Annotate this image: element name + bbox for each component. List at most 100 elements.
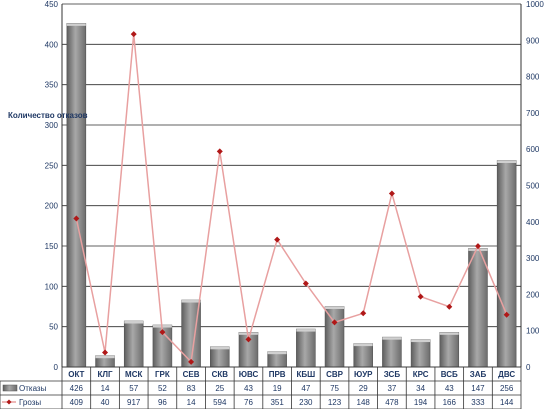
axes: 0 50 100 150 200 250 300 350 400 450 0 100 200 300 400… <box>45 0 545 372</box>
x-tick-label: СКВ <box>212 370 229 379</box>
marker-ЮВС <box>245 336 252 343</box>
y-tick-label: 0 <box>54 363 59 372</box>
x-tick-label: СВР <box>326 370 344 379</box>
table-value-bar: 19 <box>273 384 282 393</box>
table-value-bar: 83 <box>187 384 196 393</box>
table-value-line: 144 <box>500 398 514 407</box>
x-tick-label: ВСБ <box>441 370 458 379</box>
bar-top-highlight <box>296 329 316 332</box>
bar-top-highlight <box>411 339 431 343</box>
y-tick-label: 250 <box>45 161 59 170</box>
table-value-line: 123 <box>328 398 342 407</box>
table-value-bar: 75 <box>330 384 339 393</box>
bar-top-highlight <box>497 160 517 163</box>
line-Грозы <box>75 34 508 364</box>
marker-ДВС <box>503 311 510 318</box>
table-value-line: 148 <box>357 398 371 407</box>
marker-ГРК <box>159 329 166 336</box>
bar-КРС <box>410 339 431 368</box>
y2-tick-label: 200 <box>526 290 540 299</box>
x-tick-label: ЮВС <box>239 370 259 379</box>
y-axis-label: Количество отказов <box>8 111 88 120</box>
x-tick-label: ЮУР <box>354 370 373 379</box>
marker-КБШ <box>302 280 309 287</box>
bar-top-highlight <box>239 332 258 335</box>
table-value-line: 409 <box>70 398 84 407</box>
y-tick-label: 350 <box>45 81 59 90</box>
bar-top-highlight <box>353 343 373 347</box>
bar-top-highlight <box>66 23 86 26</box>
marker-ВСБ <box>446 303 453 310</box>
legend-key-bar <box>2 384 18 392</box>
x-tick-label: КЛГ <box>98 370 113 379</box>
marker-ПРВ <box>274 236 281 243</box>
table-value-line: 351 <box>270 398 284 407</box>
table-value-line: 96 <box>158 398 167 407</box>
line-series <box>73 31 510 365</box>
data-table: ОКТ КЛГ МСК ГРК СЕВ СКВ ЮВС ПРВ КБШ СВР ЮУР ЗСБ КРС В… <box>0 366 522 409</box>
table-value-bar: 43 <box>445 384 454 393</box>
x-tick-label: ЗАБ <box>470 370 487 379</box>
table-value-bar: 43 <box>244 384 253 393</box>
legend-label: Отказы <box>19 384 47 393</box>
x-tick-label: ЗСБ <box>384 370 401 379</box>
y2-tick-label: 400 <box>526 218 540 227</box>
table-value-line: 594 <box>213 398 227 407</box>
legend-label: Грозы <box>19 398 41 407</box>
bar-top-highlight <box>325 306 344 309</box>
y2-tick-label: 100 <box>526 327 540 336</box>
marker-КРС <box>417 293 424 300</box>
table-value-bar: 52 <box>158 384 167 393</box>
table-value-line: 14 <box>187 398 196 407</box>
y-tick-label: 100 <box>45 282 59 291</box>
y-tick-label: 400 <box>45 40 59 49</box>
marker-ЮУР <box>360 310 367 317</box>
marker-СЕВ <box>188 358 195 365</box>
table-value-line: 40 <box>101 398 110 407</box>
y2-tick-label: 300 <box>526 254 540 263</box>
bar-top-highlight <box>124 321 144 324</box>
y-tick-label: 200 <box>45 202 59 211</box>
table-value-bar: 57 <box>129 384 138 393</box>
table-value-bar: 34 <box>416 384 425 393</box>
table-value-bar: 25 <box>215 384 224 393</box>
y2-tick-label: 700 <box>526 109 540 118</box>
table-value-line: 166 <box>443 398 457 407</box>
bar-top-highlight <box>267 351 287 355</box>
y2-tick-label: 800 <box>526 73 540 82</box>
table-value-bar: 147 <box>471 384 485 393</box>
bar-top-highlight <box>210 346 230 350</box>
x-tick-label: ДВС <box>498 370 515 379</box>
x-tick-label: СЕВ <box>183 370 200 379</box>
x-tick-label: ПРВ <box>269 370 286 379</box>
x-tick-label: ГРК <box>155 370 170 379</box>
y2-tick-label: 1000 <box>526 0 544 9</box>
bar-ВСБ <box>439 332 460 368</box>
bar-ЮУР <box>353 343 373 368</box>
table-value-bar: 14 <box>101 384 110 393</box>
y2-tick-label: 0 <box>526 363 531 372</box>
y-tick-label: 300 <box>45 121 59 130</box>
table-value-line: 333 <box>471 398 485 407</box>
bar-МСК <box>123 320 144 368</box>
y-tick-label: 150 <box>45 242 59 251</box>
y-tick-label: 450 <box>45 0 59 9</box>
bar-top-highlight <box>439 332 459 335</box>
bar-top-highlight <box>95 355 115 359</box>
table-value-bar: 29 <box>359 384 368 393</box>
y-tick-label: 50 <box>49 323 58 332</box>
marker-ОКТ <box>73 215 80 222</box>
table-value-line: 478 <box>385 398 399 407</box>
marker-КЛГ <box>102 349 109 356</box>
table-value-line: 917 <box>127 398 141 407</box>
table-value-line: 76 <box>244 398 253 407</box>
bar-ДВС <box>496 160 517 368</box>
bars <box>66 23 517 368</box>
bar-ОКТ <box>66 23 87 368</box>
table-value-bar: 37 <box>387 384 396 393</box>
bar-СКВ <box>210 346 230 368</box>
table-value-bar: 426 <box>70 384 84 393</box>
bar-top-highlight <box>468 248 488 251</box>
table-value-bar: 47 <box>301 384 310 393</box>
marker-СКВ <box>216 148 223 155</box>
